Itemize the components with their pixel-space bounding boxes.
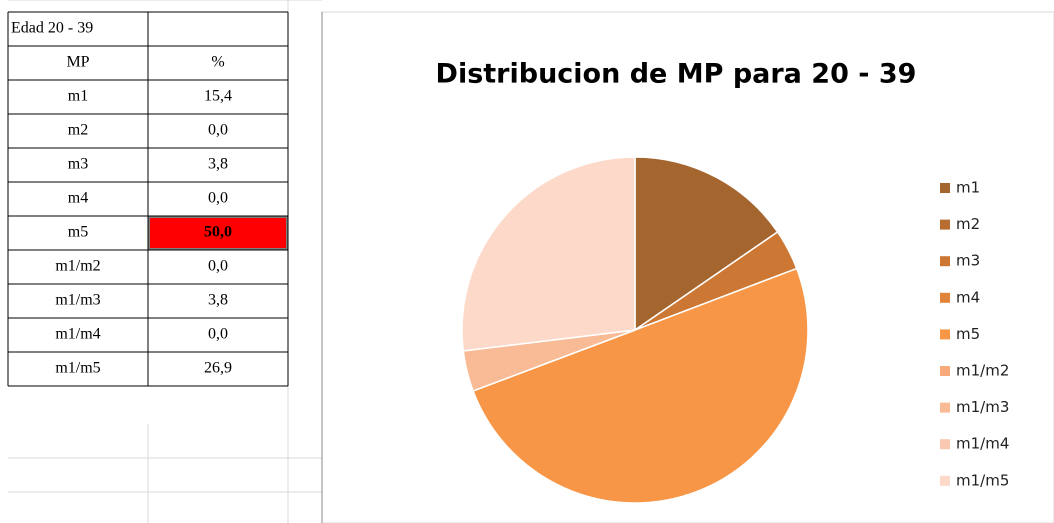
column-header: %	[211, 54, 224, 71]
legend-label: m1/m2	[956, 362, 1009, 380]
legend-label: m1	[956, 179, 980, 197]
table-cell: 3,8	[208, 156, 228, 173]
legend-label: m1/m3	[956, 398, 1009, 416]
table-cell: 0,0	[208, 326, 228, 343]
legend-swatch	[940, 219, 950, 230]
legend-swatch	[940, 402, 950, 413]
table-cell: 15,4	[204, 88, 232, 105]
legend-label: m2	[956, 215, 980, 233]
highlight-cell	[148, 216, 288, 250]
table-cell: 50,0	[204, 224, 232, 241]
table-cell: 0,0	[208, 122, 228, 139]
legend-label: m4	[956, 288, 980, 306]
pie	[461, 156, 809, 504]
pie-slice	[472, 267, 809, 504]
table-cell: m2	[68, 122, 88, 139]
table-cell: m3	[68, 156, 88, 173]
table-cell: 26,9	[204, 360, 232, 377]
legend-swatch	[940, 439, 950, 450]
legend-swatch	[940, 256, 950, 267]
legend-label: m3	[956, 252, 980, 270]
legend-label: m1/m4	[956, 435, 1009, 453]
legend-swatch	[940, 183, 950, 193]
legend-swatch	[940, 329, 950, 340]
table-cell: m1/m5	[55, 360, 100, 377]
table-caption: Edad 20 - 39	[11, 20, 93, 37]
table-cell: 3,8	[208, 292, 228, 309]
legend-swatch	[940, 292, 950, 303]
legend: m1 m2 m3 m4 m5 m1/m2 m1/m3 m1/m4 m1/m5	[940, 179, 1009, 489]
table-cell: m1/m2	[55, 258, 100, 275]
table-cell: m5	[68, 224, 88, 241]
table-cell: 0,0	[208, 258, 228, 275]
table-cell: m1/m3	[55, 292, 100, 309]
legend-swatch	[940, 475, 950, 486]
legend-label: m1/m5	[956, 471, 1009, 489]
chart-title: Distribucion de MP para 20 - 39	[436, 59, 917, 90]
table: Edad 20 - 39 MP % m1 15,4 m2 0,0 m3 3,8 m4 0,0 m5 50…	[7, 11, 289, 387]
table-cell: m1	[68, 88, 88, 105]
column-header: MP	[66, 54, 89, 71]
pie-slice	[461, 156, 636, 352]
table-cell: m1/m4	[55, 326, 100, 343]
legend-label: m5	[956, 325, 980, 343]
pie-slice	[634, 156, 779, 332]
legend-swatch	[940, 366, 950, 376]
table-cell: m4	[68, 190, 88, 207]
table-cell: 0,0	[208, 190, 228, 207]
